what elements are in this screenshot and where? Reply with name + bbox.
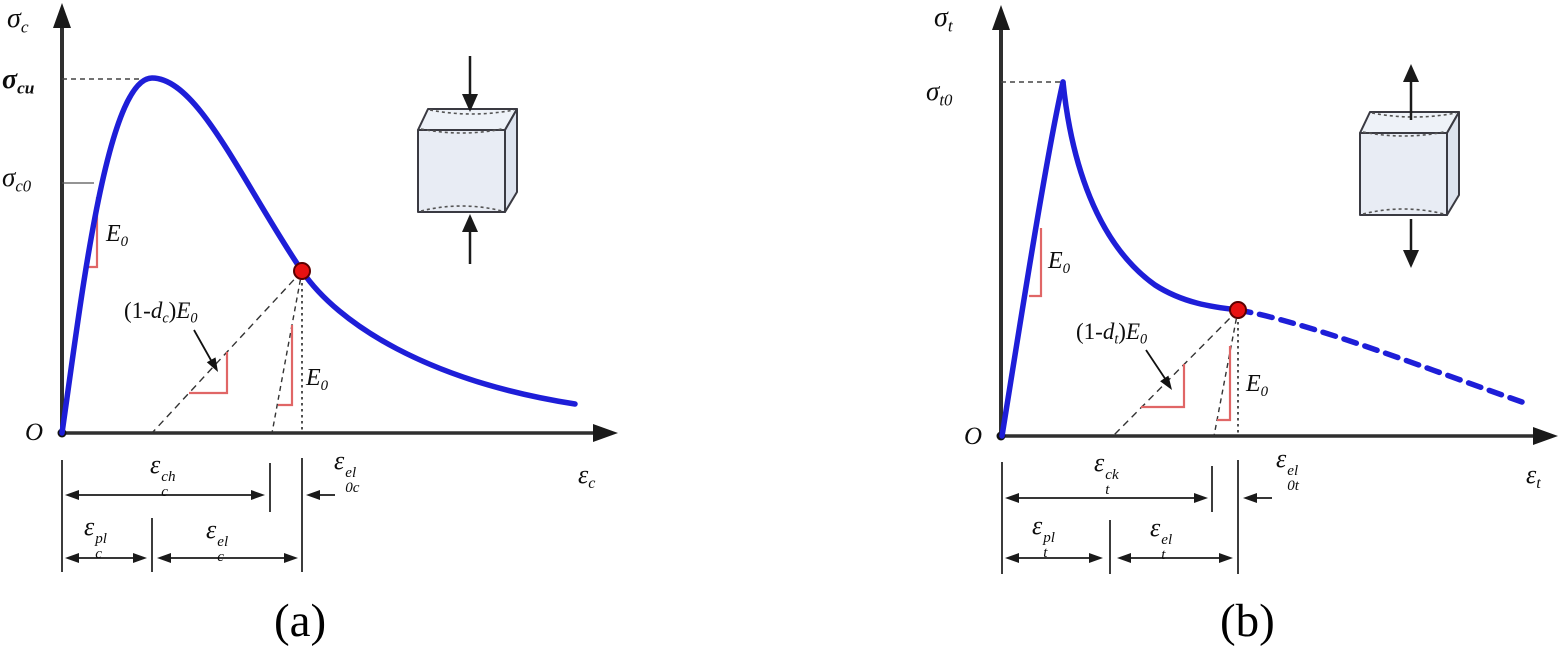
plastic-strain-label-a: ε pl c — [84, 512, 107, 563]
damaged-unload-line-b — [1112, 309, 1239, 437]
unloading-point-b — [1229, 301, 1247, 319]
tension-stress-strain-curve-rising — [999, 79, 1066, 439]
cube-front-face — [1359, 132, 1448, 216]
elastic-unload-line-a — [271, 270, 303, 434]
origin-label-a: O — [25, 419, 44, 446]
unloading-point-a — [293, 262, 311, 280]
compression-arrows — [462, 56, 478, 264]
E0-unload-label-a: E0 — [306, 365, 329, 394]
E0-angle-unload-a — [278, 325, 294, 407]
panel-b-axes — [992, 5, 1558, 445]
tension-stress-strain-curve-dashed-tail — [1235, 307, 1525, 405]
x-axis-label-a: εc — [578, 460, 596, 493]
sigma-cu-label: σcu — [2, 64, 35, 98]
y-axis-arrowhead-a — [53, 3, 71, 28]
sigma-c0-label: σc0 — [2, 162, 32, 196]
cube-front-face — [417, 129, 506, 213]
y-axis-arrowhead-b — [992, 5, 1010, 30]
E0-angle-initial-b — [1029, 228, 1043, 298]
tension-cube-icon — [1359, 64, 1460, 268]
panel-a-dimensions — [61, 458, 335, 572]
panel-b-unloading-lines — [1112, 309, 1239, 437]
E0-unload-label-b: E0 — [1246, 371, 1269, 400]
damaged-modulus-arrow-a — [193, 329, 218, 372]
x-axis-label-b: εt — [1526, 460, 1541, 493]
E0-angle-unload-b — [1217, 346, 1232, 422]
compression-cube-icon — [417, 56, 518, 264]
tension-arrows — [1403, 64, 1419, 268]
tension-stress-strain-curve-softening — [1060, 79, 1241, 313]
damaged-modulus-label-a: (1-dc)E0 — [124, 298, 198, 327]
E0-initial-label-b: E0 — [1048, 248, 1071, 277]
damaged-modulus-angle-b — [1141, 364, 1186, 409]
y-axis-label-b: σt — [934, 2, 953, 36]
elastic-strain-label-a: ε el c — [206, 515, 229, 566]
x-axis-arrowhead-a — [593, 424, 618, 442]
damaged-modulus-label-b: (1-dt)E0 — [1076, 319, 1148, 348]
damaged-modulus-angle-a — [189, 352, 229, 395]
y-axis-label-a: σc — [7, 3, 29, 37]
elastic-initial-strain-label-b: ε el 0t — [1276, 444, 1299, 495]
damaged-modulus-arrow-b — [1145, 349, 1172, 390]
elastic-strain-label-b: ε el t — [1150, 513, 1173, 564]
origin-label-b: O — [964, 423, 983, 450]
plastic-strain-label-b: ε pl t — [1032, 511, 1055, 562]
cracking-strain-label: ε ck t — [1094, 448, 1119, 499]
panel-b-dimensions — [1001, 460, 1272, 574]
crushing-strain-label: ε ch c — [150, 450, 176, 501]
panel-b-slope-markers — [1029, 228, 1232, 422]
elastic-unload-line-b — [1213, 309, 1239, 437]
caption-a: (a) — [274, 595, 327, 647]
sigma-t0-label: σt0 — [926, 76, 953, 110]
elastic-initial-strain-label-a: ε el 0c — [334, 446, 360, 497]
compression-stress-strain-curve — [59, 75, 578, 436]
x-axis-arrowhead-b — [1533, 427, 1558, 445]
panel-a — [53, 3, 618, 572]
panel-a-axes — [53, 3, 618, 442]
panel-b — [992, 5, 1558, 574]
caption-b: (b) — [1220, 595, 1275, 647]
E0-initial-label-a: E0 — [106, 221, 129, 250]
